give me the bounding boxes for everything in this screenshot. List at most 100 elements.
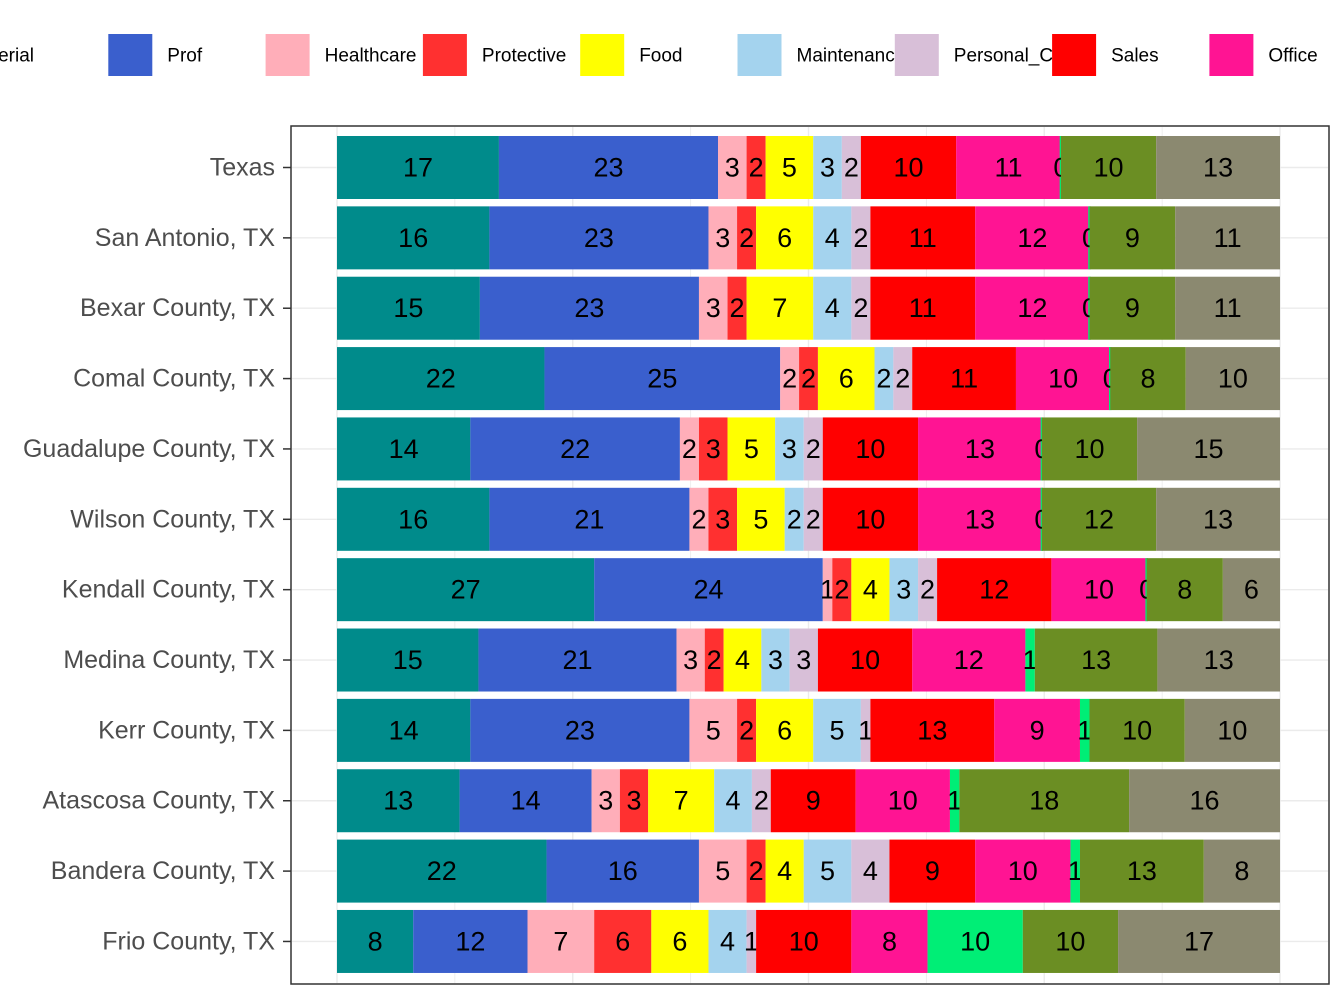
data-label-comal-county-tx-5: 6 — [839, 364, 854, 394]
data-label-comal-county-tx-1: 22 — [426, 364, 456, 394]
data-label-san-antonio-tx-8: 11 — [909, 223, 937, 253]
data-label-frio-county-tx-1: 8 — [368, 926, 383, 956]
bar-segment-comal-county-tx-6 — [874, 347, 894, 411]
data-label-medina-county-tx-12: 13 — [1204, 645, 1234, 675]
bar-segment-san-antonio-tx-1 — [337, 206, 490, 270]
data-label-bexar-county-tx-5: 7 — [772, 293, 787, 323]
bar-segment-guadalupe-county-tx-8 — [822, 417, 919, 481]
data-label-wilson-county-tx-4: 3 — [715, 504, 730, 534]
bar-segment-wilson-county-tx-1 — [337, 487, 490, 551]
bar-segment-guadalupe-county-tx-7 — [803, 417, 823, 481]
bar-segment-frio-county-tx-7 — [746, 909, 757, 973]
y-tick-label-frio-county-tx: Frio County, TX — [102, 927, 275, 955]
data-label-bexar-county-tx-7: 2 — [853, 293, 868, 323]
data-label-texas-7: 2 — [844, 153, 859, 183]
legend-label-prof: Prof — [167, 46, 203, 67]
data-label-bandera-county-tx-6: 5 — [820, 856, 835, 886]
bar-segment-frio-county-tx-12 — [1118, 909, 1280, 973]
data-label-bexar-county-tx-12: 11 — [1214, 293, 1242, 323]
bar-segment-kendall-county-tx-12 — [1222, 558, 1280, 622]
bar-segment-kerr-county-tx-10 — [1079, 698, 1090, 762]
data-label-guadalupe-county-tx-12: 15 — [1194, 434, 1224, 464]
bar-segment-texas-7 — [841, 136, 861, 199]
bar-segment-bandera-county-tx-12 — [1203, 839, 1280, 903]
bar-segment-medina-county-tx-3 — [676, 628, 705, 692]
data-label-kendall-county-tx-5: 4 — [863, 575, 878, 605]
data-label-kendall-county-tx-12: 6 — [1244, 575, 1259, 605]
bar-segment-atascosa-county-tx-4 — [619, 769, 649, 833]
bar-segment-kendall-county-tx-7 — [918, 558, 938, 622]
bar-segment-san-antonio-tx-2 — [489, 206, 709, 270]
y-tick-label-medina-county-tx: Medina County, TX — [63, 646, 275, 674]
y-tick-label-wilson-county-tx: Wilson County, TX — [70, 505, 275, 533]
bar-segment-comal-county-tx-12 — [1185, 347, 1280, 411]
bar-segment-wilson-county-tx-3 — [689, 487, 709, 551]
bar-segment-bexar-county-tx-7 — [851, 276, 871, 340]
data-label-kendall-county-tx-9: 10 — [1084, 575, 1114, 605]
legend-label-office: Office — [1268, 46, 1317, 67]
bar-segment-frio-county-tx-5 — [651, 909, 709, 973]
bar-segment-comal-county-tx-3 — [780, 347, 800, 411]
bar-segment-san-antonio-tx-12 — [1175, 206, 1280, 270]
data-label-comal-county-tx-7: 2 — [895, 364, 910, 394]
bar-segment-bandera-county-tx-5 — [765, 839, 804, 903]
bar-segment-comal-county-tx-5 — [817, 347, 875, 411]
data-label-kerr-county-tx-12: 10 — [1217, 715, 1247, 745]
data-label-texas-9: 11 — [995, 153, 1023, 183]
bar-segment-wilson-county-tx-11 — [1041, 487, 1157, 551]
data-label-wilson-county-tx-9: 13 — [965, 504, 995, 534]
bar-segment-kerr-county-tx-6 — [813, 698, 861, 762]
bar-segment-medina-county-tx-12 — [1157, 628, 1280, 692]
data-label-kerr-county-tx-1: 14 — [389, 715, 419, 745]
data-label-bandera-county-tx-7: 4 — [863, 856, 878, 886]
bar-segment-frio-county-tx-10 — [927, 909, 1023, 973]
bar-segment-kerr-county-tx-4 — [737, 698, 757, 762]
bar-segment-medina-county-tx-7 — [789, 628, 818, 692]
data-label-bexar-county-tx-11: 9 — [1125, 293, 1140, 323]
data-label-medina-county-tx-9: 12 — [954, 645, 984, 675]
data-label-guadalupe-county-tx-6: 3 — [782, 434, 797, 464]
data-label-comal-county-tx-11: 8 — [1140, 364, 1155, 394]
bar-segment-wilson-county-tx-12 — [1156, 487, 1280, 551]
bar-segment-atascosa-county-tx-3 — [591, 769, 620, 833]
bar-segment-kerr-county-tx-9 — [994, 698, 1080, 762]
data-label-bandera-county-tx-5: 4 — [777, 856, 792, 886]
data-label-medina-county-tx-4: 2 — [707, 645, 722, 675]
bar-segment-kerr-county-tx-5 — [756, 698, 814, 762]
bar-segment-frio-county-tx-1 — [337, 909, 414, 973]
legend-label-maintenance: Maintenance — [797, 46, 906, 67]
data-label-atascosa-county-tx-12: 16 — [1190, 786, 1220, 816]
data-label-san-antonio-tx-5: 6 — [777, 223, 792, 253]
data-label-medina-county-tx-10: 1 — [1023, 645, 1038, 675]
data-label-kendall-county-tx-1: 27 — [451, 575, 481, 605]
bar-segment-atascosa-county-tx-2 — [459, 769, 592, 833]
legend: erial Prof Healthcare Protective Food Mainten… — [0, 34, 1318, 76]
data-label-kerr-county-tx-11: 10 — [1122, 715, 1152, 745]
bar-segment-bandera-county-tx-8 — [889, 839, 976, 903]
y-tick-label-san-antonio-tx: San Antonio, TX — [95, 224, 276, 252]
bar-segment-medina-county-tx-11 — [1034, 628, 1158, 692]
data-label-san-antonio-tx-7: 2 — [853, 223, 868, 253]
data-label-kendall-county-tx-8: 12 — [979, 575, 1009, 605]
bar-segment-comal-county-tx-2 — [544, 347, 781, 411]
data-label-medina-county-tx-11: 13 — [1081, 645, 1111, 675]
bar-segment-guadalupe-county-tx-3 — [679, 417, 699, 481]
data-label-san-antonio-tx-2: 23 — [584, 223, 614, 253]
bar-segment-kendall-county-tx-4 — [832, 558, 852, 622]
data-label-bandera-county-tx-2: 16 — [608, 856, 638, 886]
y-tick-label-kendall-county-tx: Kendall County, TX — [62, 576, 275, 604]
data-label-bexar-county-tx-4: 2 — [730, 293, 745, 323]
data-label-wilson-county-tx-11: 12 — [1084, 504, 1114, 534]
data-label-frio-county-tx-11: 10 — [1055, 926, 1085, 956]
legend-key-sales — [1052, 34, 1097, 76]
data-label-frio-county-tx-4: 6 — [615, 926, 630, 956]
data-label-kerr-county-tx-4: 2 — [739, 715, 754, 745]
data-label-san-antonio-tx-3: 3 — [715, 223, 730, 253]
data-label-atascosa-county-tx-6: 4 — [726, 786, 741, 816]
y-tick-label-guadalupe-county-tx: Guadalupe County, TX — [23, 435, 275, 463]
data-label-atascosa-county-tx-9: 10 — [888, 786, 918, 816]
data-label-kerr-county-tx-7: 1 — [858, 715, 873, 745]
bar-segment-frio-county-tx-11 — [1022, 909, 1119, 973]
data-label-guadalupe-county-tx-11: 10 — [1074, 434, 1104, 464]
data-label-san-antonio-tx-4: 2 — [739, 223, 754, 253]
